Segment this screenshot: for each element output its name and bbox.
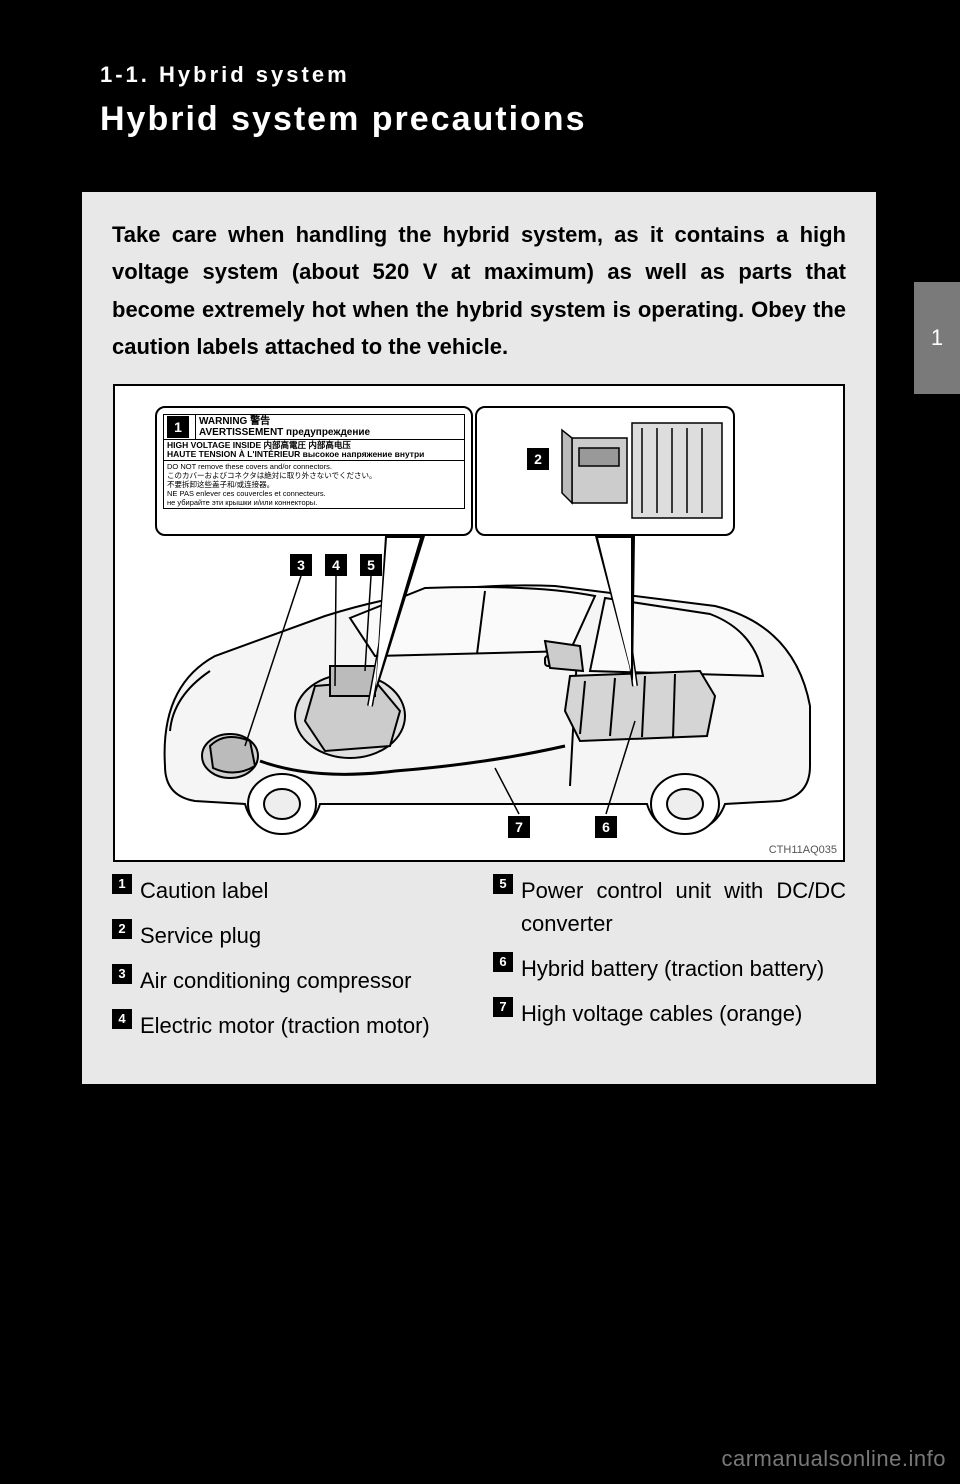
legend-num: 6 xyxy=(493,952,513,972)
marker-4: 4 xyxy=(325,554,347,576)
marker-5: 5 xyxy=(360,554,382,576)
legend-text: Electric motor (traction motor) xyxy=(140,1009,465,1042)
chapter-tab: 1 xyxy=(914,282,960,394)
legend: 1 Caution label 2 Service plug 3 Air condit… xyxy=(112,874,846,1054)
diagram-figure: ⚠ WARNING 警告 AVERTISSEMENT предупреждени… xyxy=(113,384,845,862)
content-panel: Take care when handling the hybrid syste… xyxy=(82,192,876,1084)
marker-6: 6 xyxy=(595,816,617,838)
marker-3: 3 xyxy=(290,554,312,576)
legend-text: Power control unit with DC/DC converter xyxy=(521,874,846,940)
legend-item: 3 Air conditioning compressor xyxy=(112,964,465,997)
legend-item: 7 High voltage cables (orange) xyxy=(493,997,846,1030)
marker-2: 2 xyxy=(527,448,549,470)
legend-right-column: 5 Power control unit with DC/DC converter… xyxy=(493,874,846,1054)
page-header: 1-1. Hybrid system Hybrid system precaut… xyxy=(0,0,960,139)
legend-num: 2 xyxy=(112,919,132,939)
legend-num: 4 xyxy=(112,1009,132,1029)
page-title: Hybrid system precautions xyxy=(100,100,960,139)
legend-text: Air conditioning compressor xyxy=(140,964,465,997)
legend-text: Caution label xyxy=(140,874,465,907)
section-number: 1-1. Hybrid system xyxy=(100,62,960,88)
figure-id: CTH11AQ035 xyxy=(769,844,837,856)
legend-item: 4 Electric motor (traction motor) xyxy=(112,1009,465,1042)
marker-1: 1 xyxy=(167,416,189,438)
legend-item: 5 Power control unit with DC/DC converter xyxy=(493,874,846,940)
watermark: carmanualsonline.info xyxy=(721,1446,946,1472)
legend-num: 1 xyxy=(112,874,132,894)
legend-num: 3 xyxy=(112,964,132,984)
vehicle-illustration xyxy=(115,386,845,862)
legend-num: 7 xyxy=(493,997,513,1017)
legend-text: Service plug xyxy=(140,919,465,952)
intro-paragraph: Take care when handling the hybrid syste… xyxy=(112,216,846,366)
legend-item: 6 Hybrid battery (traction battery) xyxy=(493,952,846,985)
legend-text: High voltage cables (orange) xyxy=(521,997,846,1030)
legend-left-column: 1 Caution label 2 Service plug 3 Air condit… xyxy=(112,874,465,1054)
legend-text: Hybrid battery (traction battery) xyxy=(521,952,846,985)
marker-7: 7 xyxy=(508,816,530,838)
legend-item: 1 Caution label xyxy=(112,874,465,907)
legend-item: 2 Service plug xyxy=(112,919,465,952)
legend-num: 5 xyxy=(493,874,513,894)
